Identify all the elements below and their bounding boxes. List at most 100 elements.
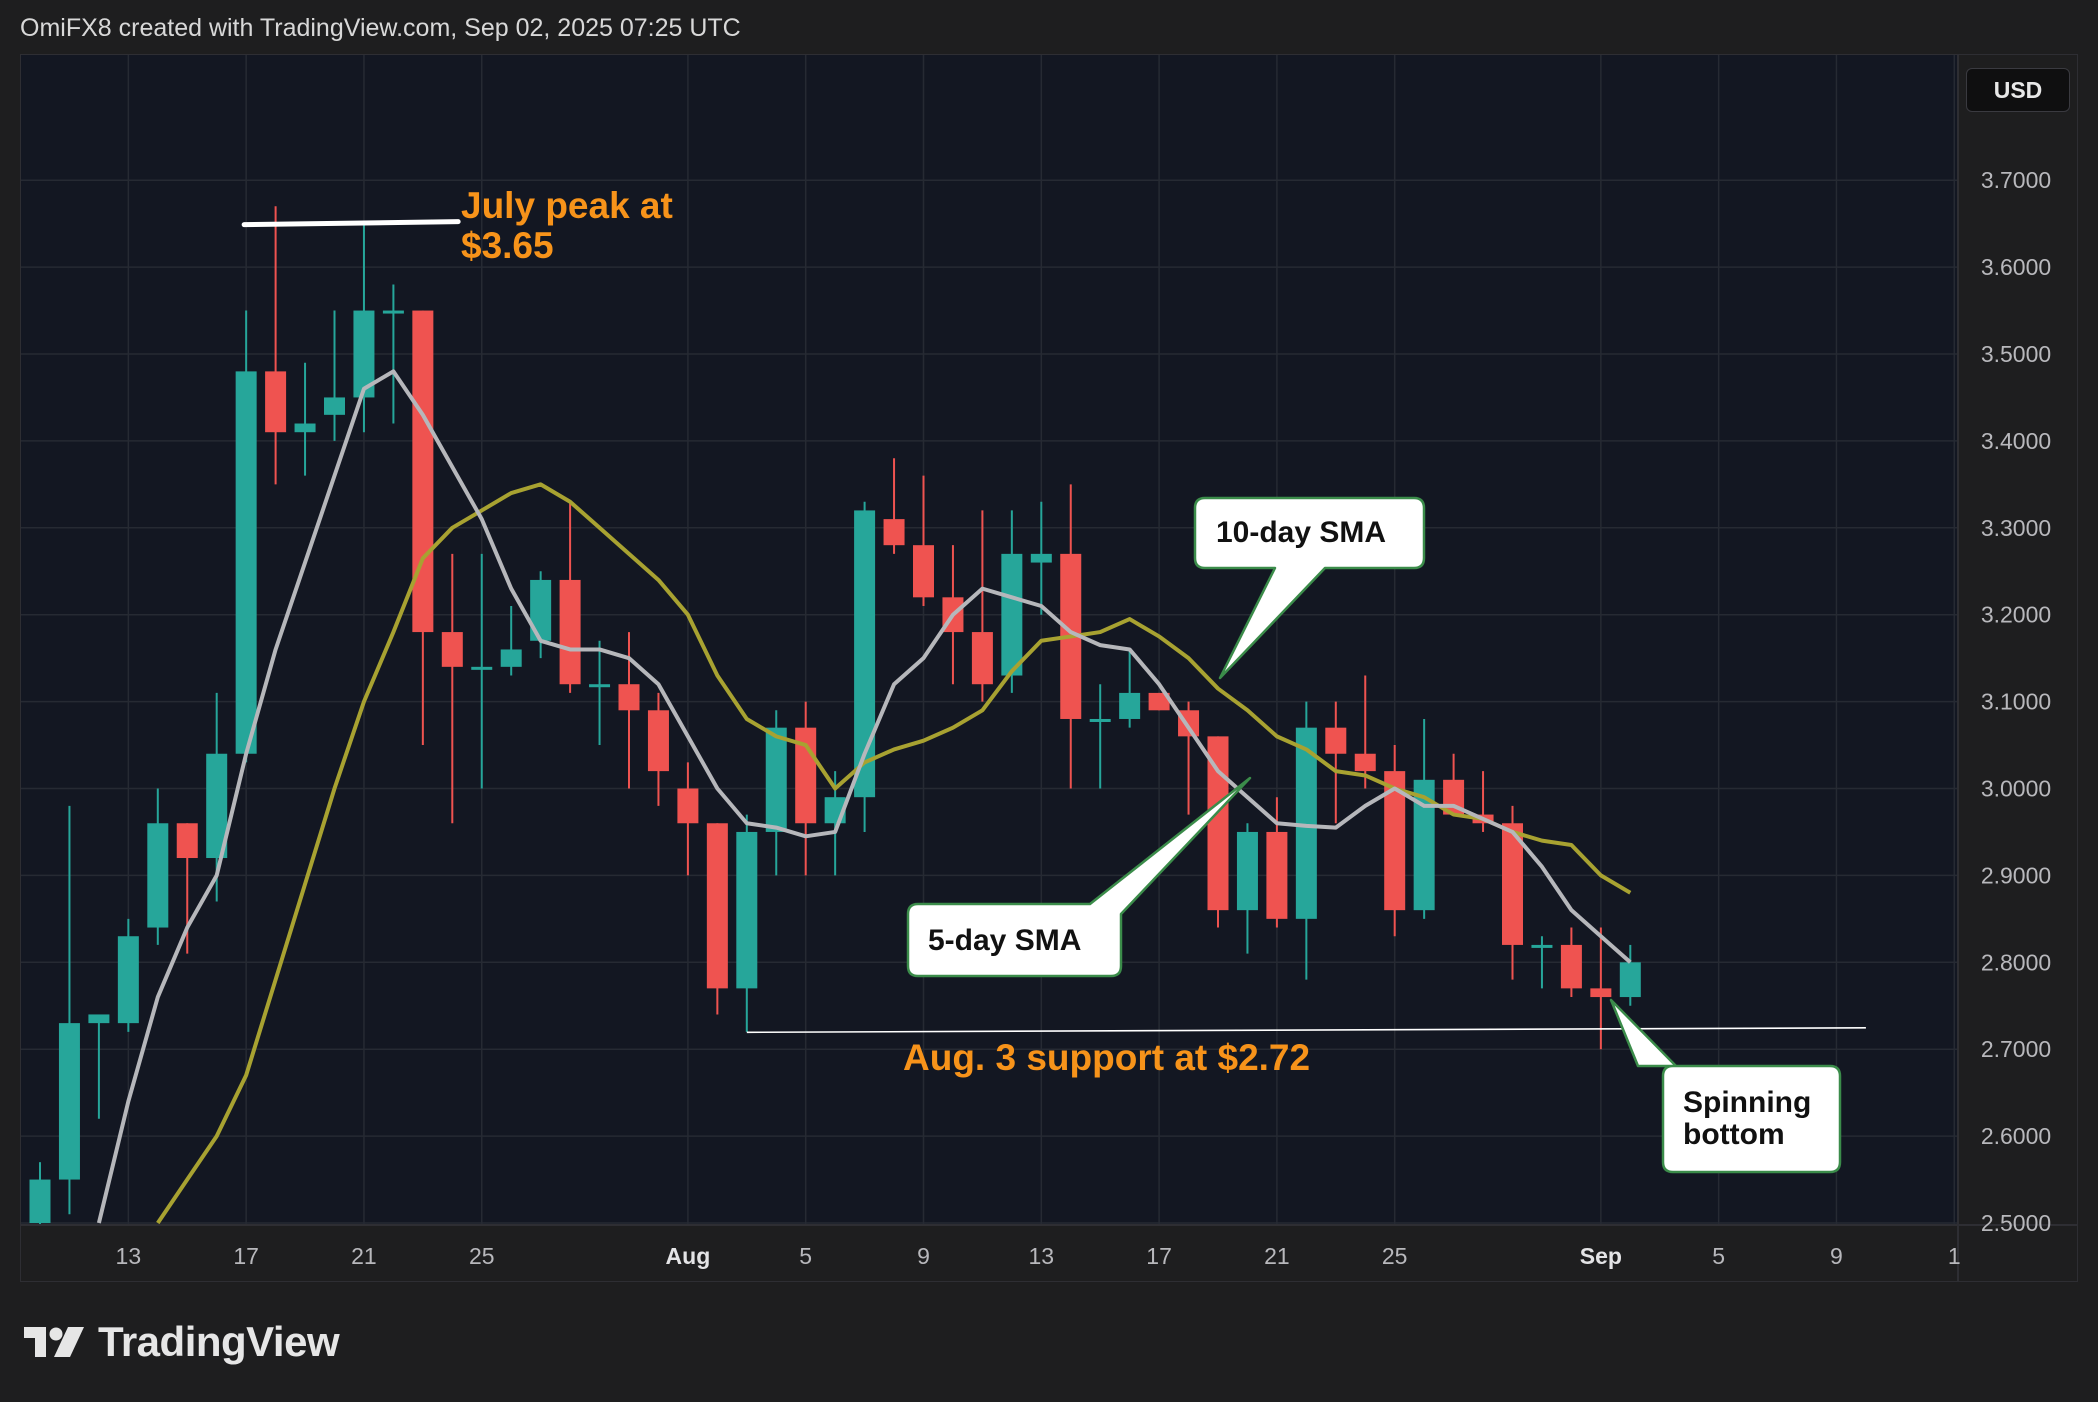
candle-body [1266,831,1288,919]
candle-body [559,579,581,685]
candle-body [883,519,905,546]
spinning-callout-text: Spinning [1683,1086,1811,1119]
y-tick-label: 2.7000 [1981,1036,2051,1062]
candle-body [736,831,758,989]
x-tick-label: Aug [666,1243,711,1269]
y-tick-label: 3.1000 [1981,689,2051,715]
candle-body [1295,727,1317,919]
sma10-callout-box [1193,496,1426,680]
candle-body [1619,962,1641,998]
candle-body [1560,944,1582,989]
spinning-callout-text: bottom [1683,1118,1785,1151]
candle-body [1325,727,1347,754]
tradingview-logo-icon [24,1327,84,1357]
candle-body [1030,553,1052,563]
candle-body [1531,944,1553,948]
candle-body [589,684,611,688]
time-axis[interactable]: 13 17 21 25 Aug 5 9 13 17 21 25 Sep 5 9 1 [116,1243,1961,1269]
candle-body [765,727,787,832]
sma5-callout-box [906,776,1252,978]
candle-body [294,423,316,433]
candle-body [1354,753,1376,772]
candle-body [382,310,404,314]
tradingview-logo: TradingView [24,1318,340,1366]
price-axis[interactable]: 3.7000 3.6000 3.5000 3.4000 3.3000 3.2000 3.10… [1981,167,2051,1236]
sma10-line [156,482,1632,1225]
x-tick-label: 17 [233,1243,259,1269]
candle-body [471,666,493,670]
candle-body [1236,831,1258,911]
candle-body [29,1179,51,1223]
y-tick-label: 3.2000 [1981,602,2051,628]
candle-body [647,710,669,772]
candle-body [1590,988,1612,998]
candle-body [176,823,198,859]
y-tick-label: 2.5000 [1981,1210,2051,1236]
candle-body [677,788,699,824]
candle-body [1413,779,1435,911]
candle-body [235,371,257,754]
candle-body [530,579,552,641]
support-line [746,1027,1866,1034]
x-tick-label: 5 [1712,1243,1725,1269]
spinning-callout-box [1609,998,1842,1174]
y-tick-label: 3.0000 [1981,776,2051,802]
sma5-callout-text: 5-day SMA [928,924,1081,957]
candle-body [913,545,934,598]
x-tick-label: 9 [1830,1243,1843,1269]
july-peak-price-label: $3.65 [461,225,554,266]
candle-body [706,823,728,989]
annotations: July peak at$3.65 Aug. 3 support at $2.72… [461,185,1842,1174]
candle-body [441,632,463,667]
y-tick-label: 3.3000 [1981,515,2051,541]
y-tick-label: 3.6000 [1981,254,2051,280]
y-tick-label: 2.8000 [1981,949,2051,975]
candle-body [1119,692,1141,719]
x-tick-label: 13 [116,1243,142,1269]
candle-body [1502,823,1523,945]
candle-body [206,753,228,859]
currency-button[interactable]: USD [1966,68,2070,112]
july-peak-label: July peak at [461,185,673,226]
y-tick-label: 3.4000 [1981,428,2051,454]
candle-body [324,397,345,415]
x-tick-label: Sep [1580,1243,1622,1269]
support-label: Aug. 3 support at $2.72 [903,1037,1310,1078]
sma5-line [96,369,1632,1224]
y-tick-label: 2.9000 [1981,862,2051,888]
x-tick-label: 13 [1029,1243,1055,1269]
y-tick-label: 3.7000 [1981,167,2051,193]
candle-body [88,1014,110,1024]
candle-body [353,310,375,398]
x-tick-label: 25 [469,1243,495,1269]
candle-body [1207,736,1229,911]
x-tick-label: 21 [351,1243,377,1269]
candle-body [618,684,640,711]
x-tick-label: 17 [1146,1243,1172,1269]
candle-body [500,649,522,667]
candle-body [971,632,993,685]
y-tick-label: 3.5000 [1981,341,2051,367]
annotation-lines [241,219,1866,1034]
x-tick-label: 9 [917,1243,930,1269]
sma10-callout-text: 10-day SMA [1216,516,1386,549]
x-tick-label: 25 [1382,1243,1408,1269]
candle-body [1001,553,1023,676]
candle-body [117,936,139,1024]
candle-body [1089,718,1111,722]
candle-body [147,823,169,928]
candle-body [265,371,287,433]
july-peak-line [241,219,461,228]
candle-body [412,310,434,633]
x-tick-label: 1 [1948,1243,1961,1269]
logo-text: TradingView [98,1318,340,1365]
candle-body [1384,771,1406,911]
chart-frame [20,54,2078,1282]
x-tick-label: 5 [799,1243,812,1269]
candle-body [58,1023,80,1180]
candle-body [854,510,876,798]
candle-body [1148,692,1170,711]
y-tick-label: 2.6000 [1981,1123,2051,1149]
chart-attribution: OmiFX8 created with TradingView.com, Sep… [20,14,741,42]
